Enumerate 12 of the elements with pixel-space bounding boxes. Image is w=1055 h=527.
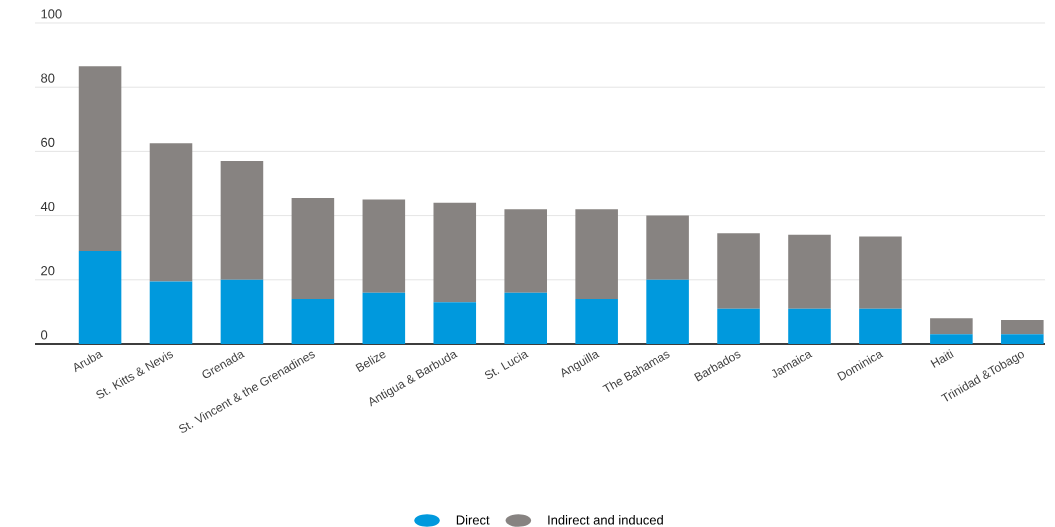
x-tick-label: Belize [355, 351, 386, 373]
x-tick-label: Aruba [74, 351, 104, 373]
x-tick-label: St. Lucia [484, 351, 529, 379]
y-tick-label: 20 [41, 266, 55, 276]
y-tick-label: 80 [41, 73, 55, 83]
legend-label: Direct [456, 515, 490, 525]
y-tick-label: 40 [40, 201, 55, 212]
x-tick-label: Haiti [930, 349, 954, 368]
legend-label: Indirect and induced [548, 515, 663, 525]
y-tick-label: 0 [41, 330, 48, 340]
y-tick-label: 60 [41, 137, 55, 147]
y-tick-label: 100 [41, 9, 62, 19]
